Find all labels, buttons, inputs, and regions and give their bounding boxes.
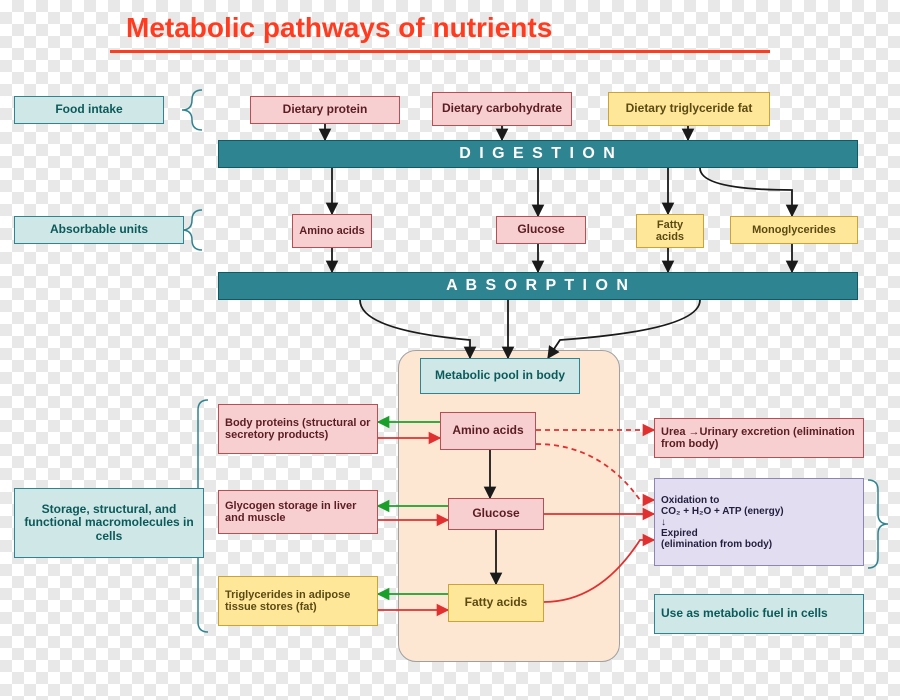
- node-diet-protein: Dietary protein: [250, 96, 400, 124]
- node-mono: Monoglycerides: [730, 216, 858, 244]
- node-bodyprot: Body proteins (structural or secretory p…: [218, 404, 378, 454]
- title-underline: [110, 50, 770, 53]
- node-bar-absorption: A B S O R P T I O N: [218, 272, 858, 300]
- node-oxid: Oxidation to CO₂ + H₂O + ATP (energy) ↓ …: [654, 478, 864, 566]
- node-fatty2: Fatty acids: [448, 584, 544, 622]
- node-trig: Triglycerides in adipose tissue stores (…: [218, 576, 378, 626]
- node-glucose2: Glucose: [448, 498, 544, 530]
- node-lbl-storage: Storage, structural, and functional macr…: [14, 488, 204, 558]
- node-metpool: Metabolic pool in body: [420, 358, 580, 394]
- diagram-stage: { "title":{ "text":"Metabolic pathways o…: [0, 0, 900, 700]
- node-fuel: Use as metabolic fuel in cells: [654, 594, 864, 634]
- node-fatty1: Fatty acids: [636, 214, 704, 248]
- node-urea: Urea →Urinary excretion (elimination fro…: [654, 418, 864, 458]
- node-glucose1: Glucose: [496, 216, 586, 244]
- node-lbl-food: Food intake: [14, 96, 164, 124]
- node-amino1: Amino acids: [292, 214, 372, 248]
- node-amino2: Amino acids: [440, 412, 536, 450]
- node-layer: Food intake Absorbable units Storage, stru…: [0, 0, 900, 700]
- node-diet-carb: Dietary carbohydrate: [432, 92, 572, 126]
- node-glycogen: Glycogen storage in liver and muscle: [218, 490, 378, 534]
- node-diet-fat: Dietary triglyceride fat: [608, 92, 770, 126]
- diagram-title: Metabolic pathways of nutrients: [120, 8, 760, 48]
- node-lbl-absorb: Absorbable units: [14, 216, 184, 244]
- node-bar-digestion: D I G E S T I O N: [218, 140, 858, 168]
